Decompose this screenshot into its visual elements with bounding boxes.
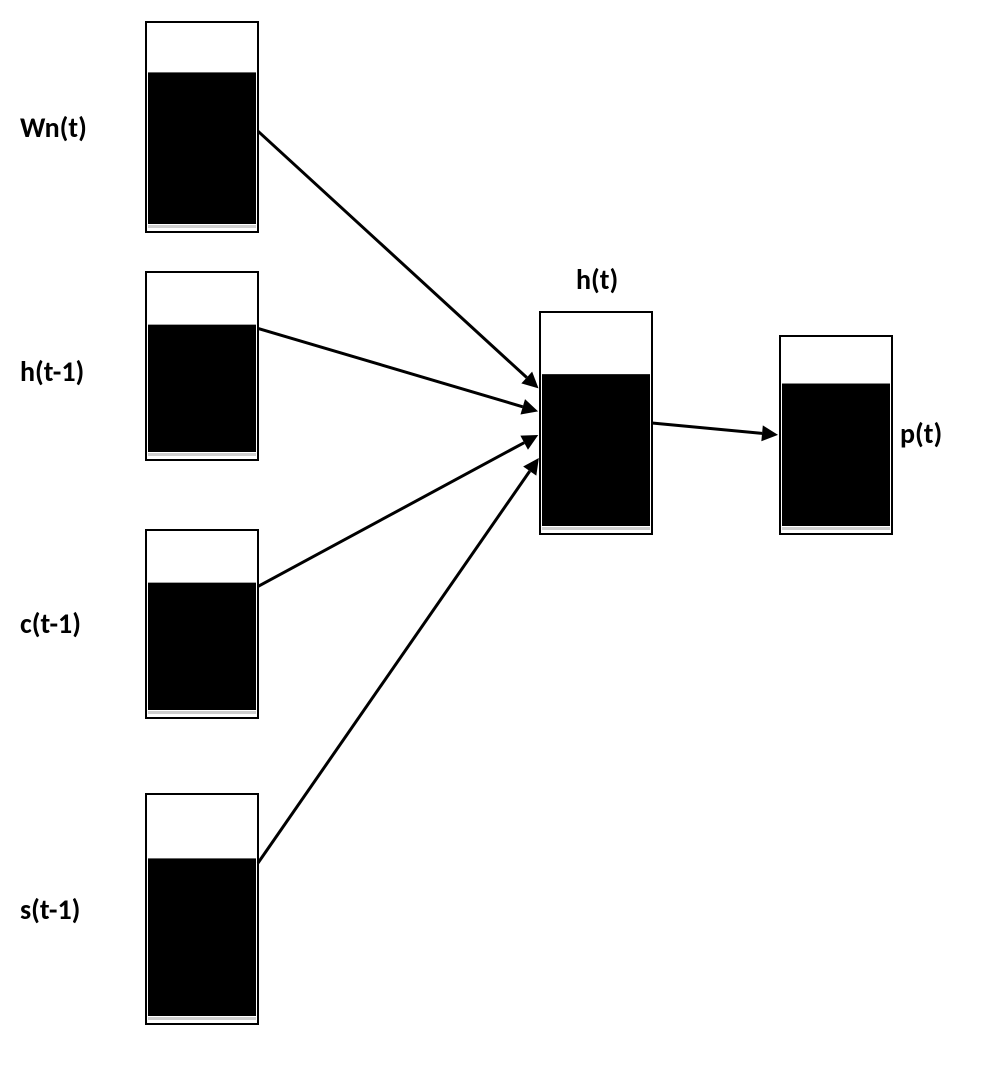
node-label-h1: h(t-1) — [20, 354, 84, 389]
node-label-c1: c(t-1) — [20, 606, 81, 641]
diagram-svg — [0, 0, 992, 1065]
node-label-ht: h(t) — [576, 262, 618, 297]
node-label-s1: s(t-1) — [20, 892, 80, 927]
node-label-wn: Wn(t) — [20, 110, 87, 145]
node-label-pt: p(t) — [900, 416, 942, 451]
diagram-canvas: Wn(t) h(t-1) c(t-1) s(t-1) h(t) p(t) — [0, 0, 992, 1065]
